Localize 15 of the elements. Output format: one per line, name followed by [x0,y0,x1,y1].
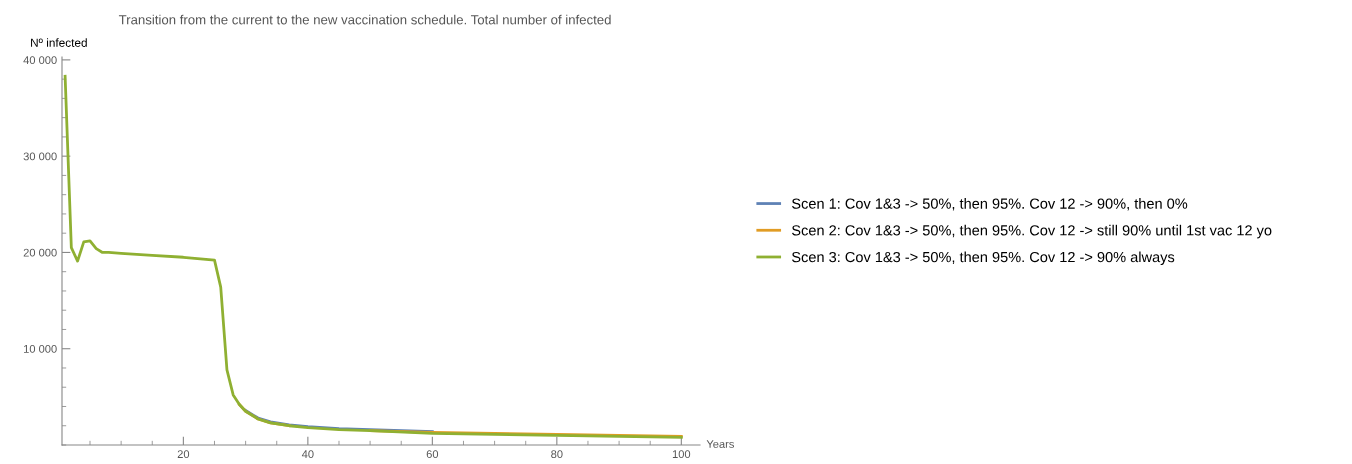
legend-label: Scen 1: Cov 1&3 -> 50%, then 95%. Cov 12 -> 90%, then 0% [791,198,1188,211]
x-tick-label: 100 [672,450,691,459]
chart-title: Transition from the current to the new vaccination schedule. Total number of infected [118,14,611,25]
x-tick-label: 40 [301,450,314,459]
x-tick-label: 60 [426,450,439,459]
y-axis-title: Nº infected [31,38,87,47]
y-tick-label: 10 000 [24,344,57,353]
x-tick-label: 80 [551,450,563,459]
y-tick-label: 30 000 [23,152,57,161]
y-tick-label: 40 000 [23,56,57,65]
legend-label: Scen 3: Cov 1&3 -> 50%, then 95%. Cov 12 -> 90% always [791,251,1175,266]
y-tick-label: 20 000 [23,248,57,257]
legend-label: Scen 2: Cov 1&3 -> 50%, then 95%. Cov 12 -> still 90% until 1st vac 12 yo [791,224,1272,239]
x-tick-label: 20 [177,450,190,459]
x-axis-title: Years [706,440,734,448]
